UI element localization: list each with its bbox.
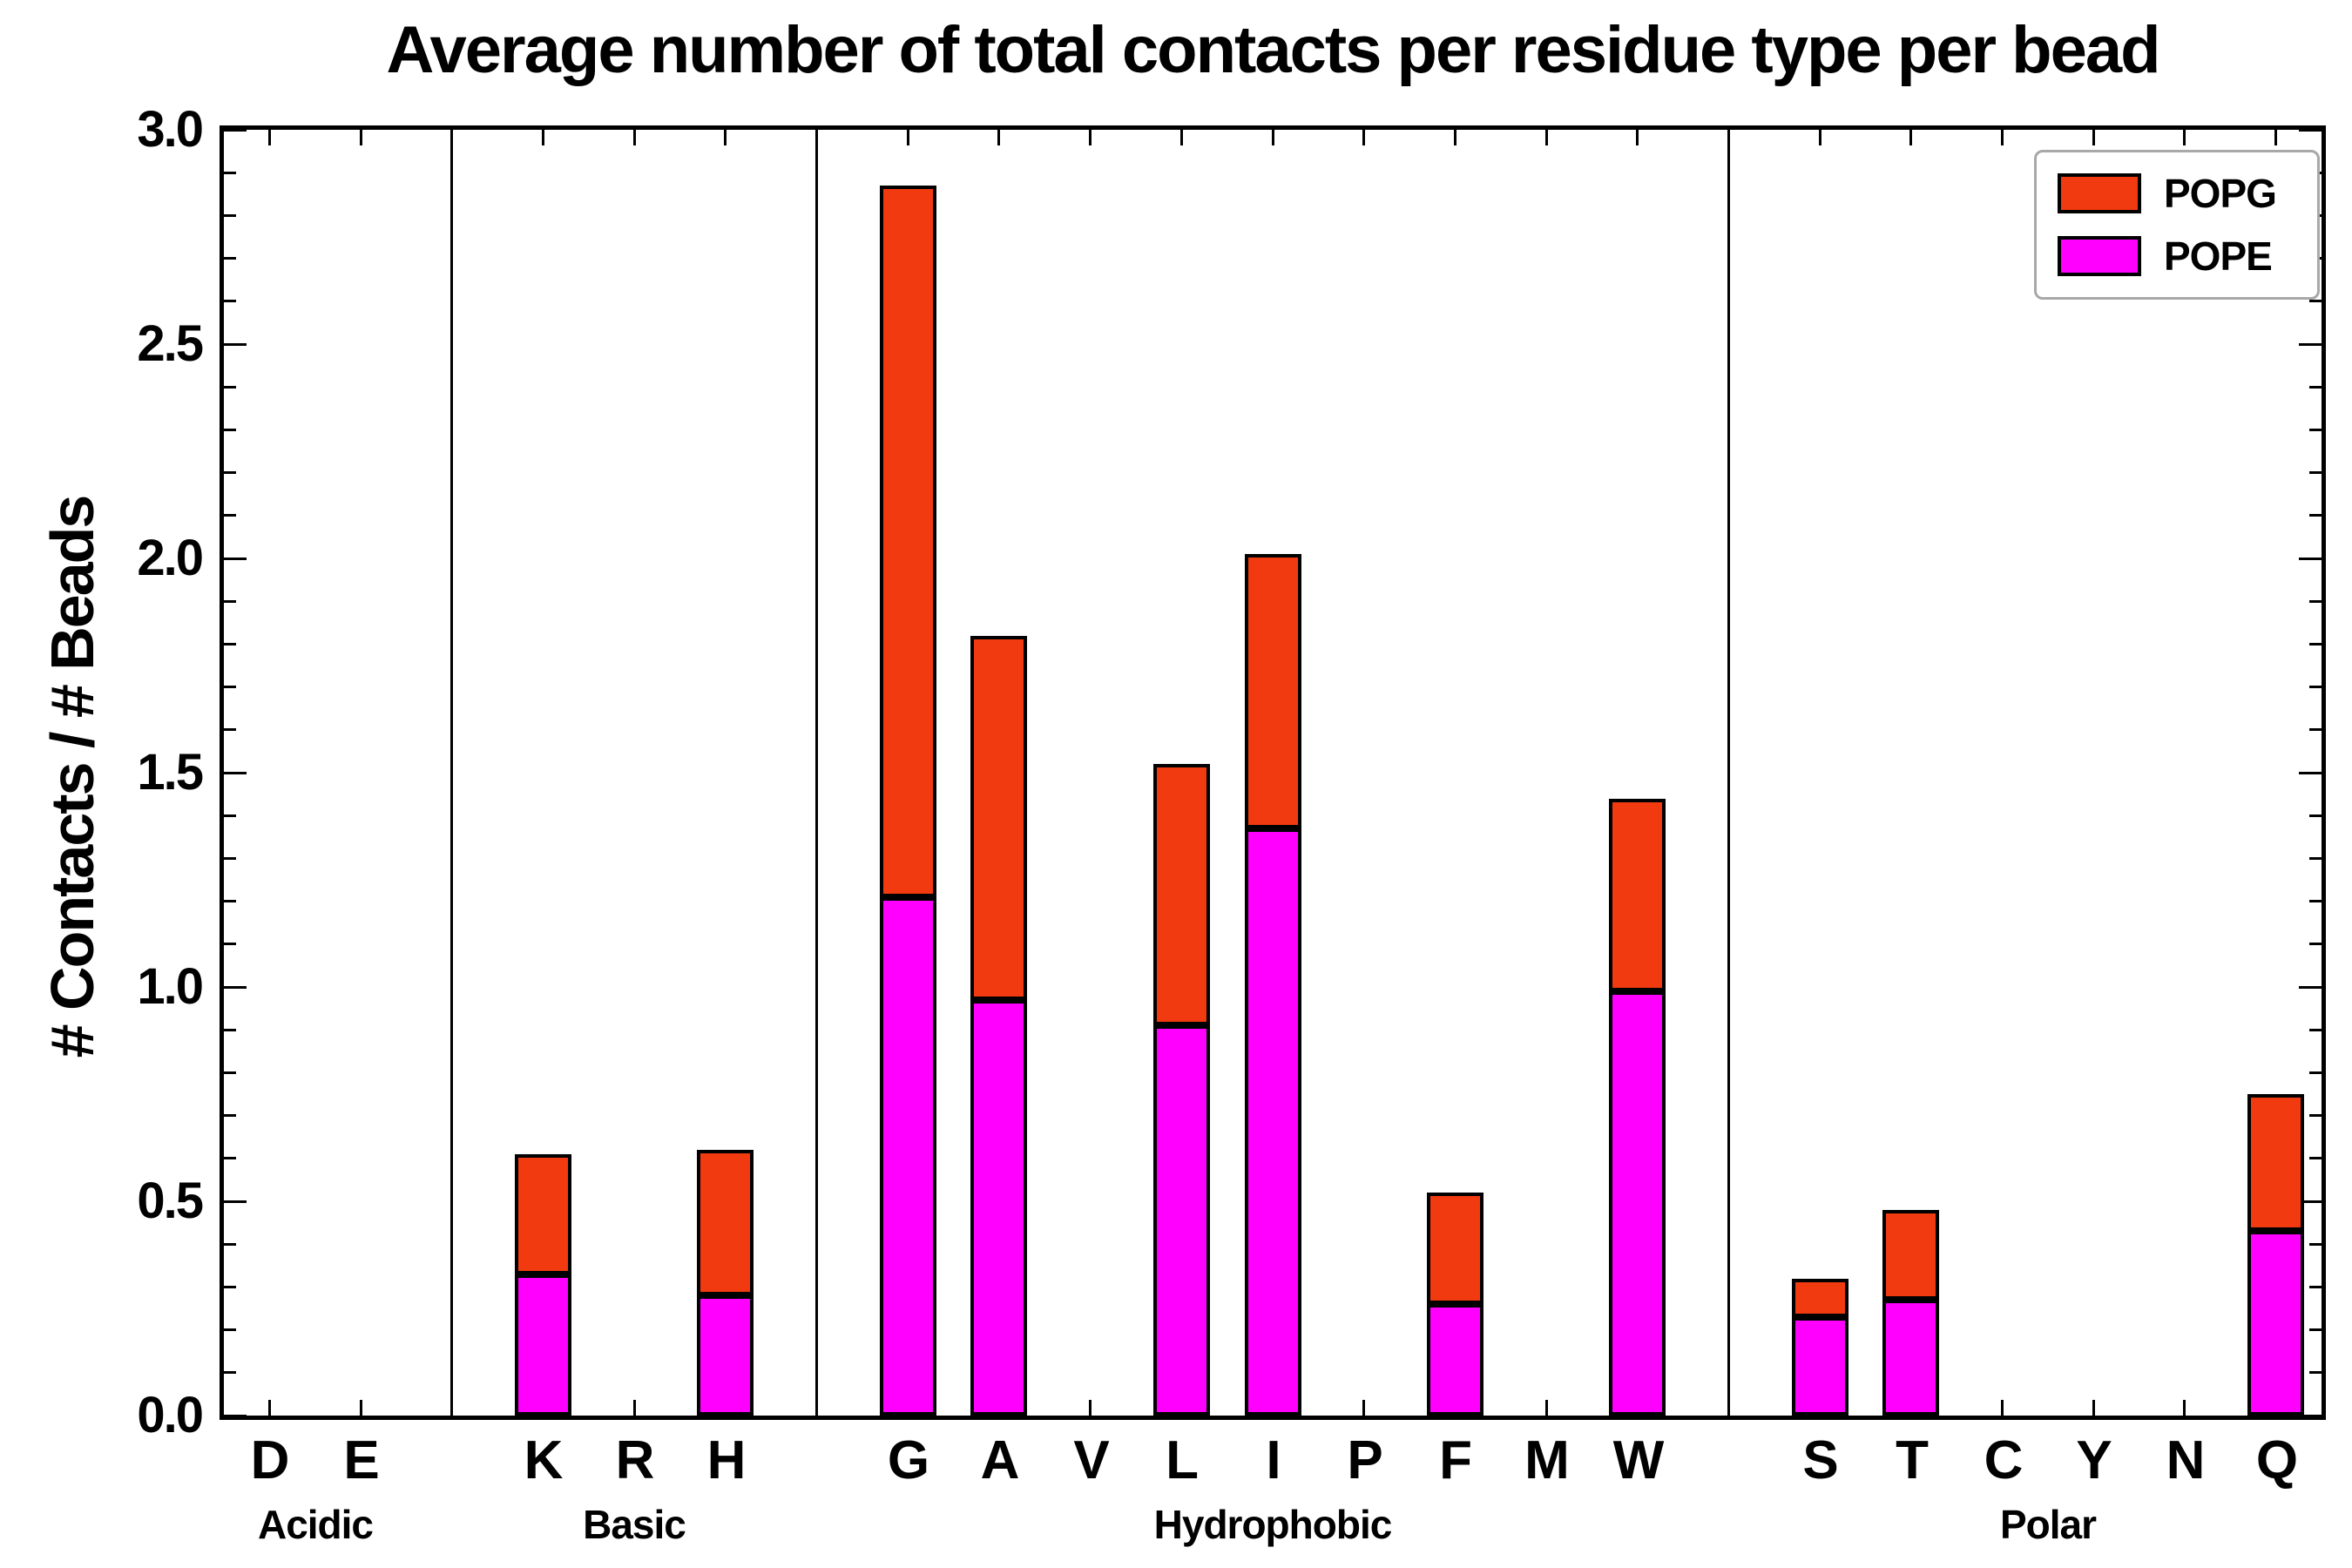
y-axis-label: # Contacts / # Beads	[38, 496, 106, 1058]
group-label-polar: Polar	[1999, 1502, 2097, 1547]
x-tick-label-P: P	[1347, 1430, 1382, 1490]
x-tick-label-C: C	[1984, 1430, 2024, 1490]
x-tick-label-G: G	[887, 1430, 929, 1490]
legend-label-popg: POPG	[2164, 171, 2277, 216]
legend-swatch-pope	[2058, 236, 2141, 276]
group-label-hydrophobic: Hydrophobic	[1153, 1502, 1393, 1547]
legend-label-pope: POPE	[2164, 233, 2273, 279]
x-tick-label-W: W	[1612, 1430, 1665, 1490]
group-label-acidic: Acidic	[257, 1502, 374, 1547]
legend: POPG POPE	[2034, 150, 2320, 300]
x-tick-label-Y: Y	[2076, 1430, 2112, 1490]
x-tick-label-T: T	[1896, 1430, 1929, 1490]
x-tick-label-K: K	[524, 1430, 564, 1490]
x-tick-label-Q: Q	[2255, 1430, 2298, 1490]
x-tick-label-V: V	[1073, 1430, 1109, 1490]
x-tick-label-L: L	[1166, 1430, 1199, 1490]
chart-title: Average number of total contacts per res…	[386, 13, 2160, 87]
group-label-basic: Basic	[583, 1502, 686, 1547]
x-tick-label-R: R	[615, 1430, 655, 1490]
x-tick-label-M: M	[1524, 1430, 1570, 1490]
legend-swatch-popg	[2058, 173, 2141, 213]
x-tick-label-D: D	[250, 1430, 290, 1490]
x-tick-label-I: I	[1266, 1430, 1281, 1490]
legend-entry-pope: POPE	[2058, 233, 2296, 280]
plot-area	[220, 125, 2326, 1420]
legend-entry-popg: POPG	[2058, 170, 2296, 217]
x-tick-label-H: H	[706, 1430, 747, 1490]
x-tick-label-E: E	[343, 1430, 379, 1490]
x-tick-label-A: A	[980, 1430, 1020, 1490]
x-tick-label-F: F	[1439, 1430, 1472, 1490]
x-tick-label-S: S	[1802, 1430, 1838, 1490]
x-tick-label-N: N	[2166, 1430, 2206, 1490]
